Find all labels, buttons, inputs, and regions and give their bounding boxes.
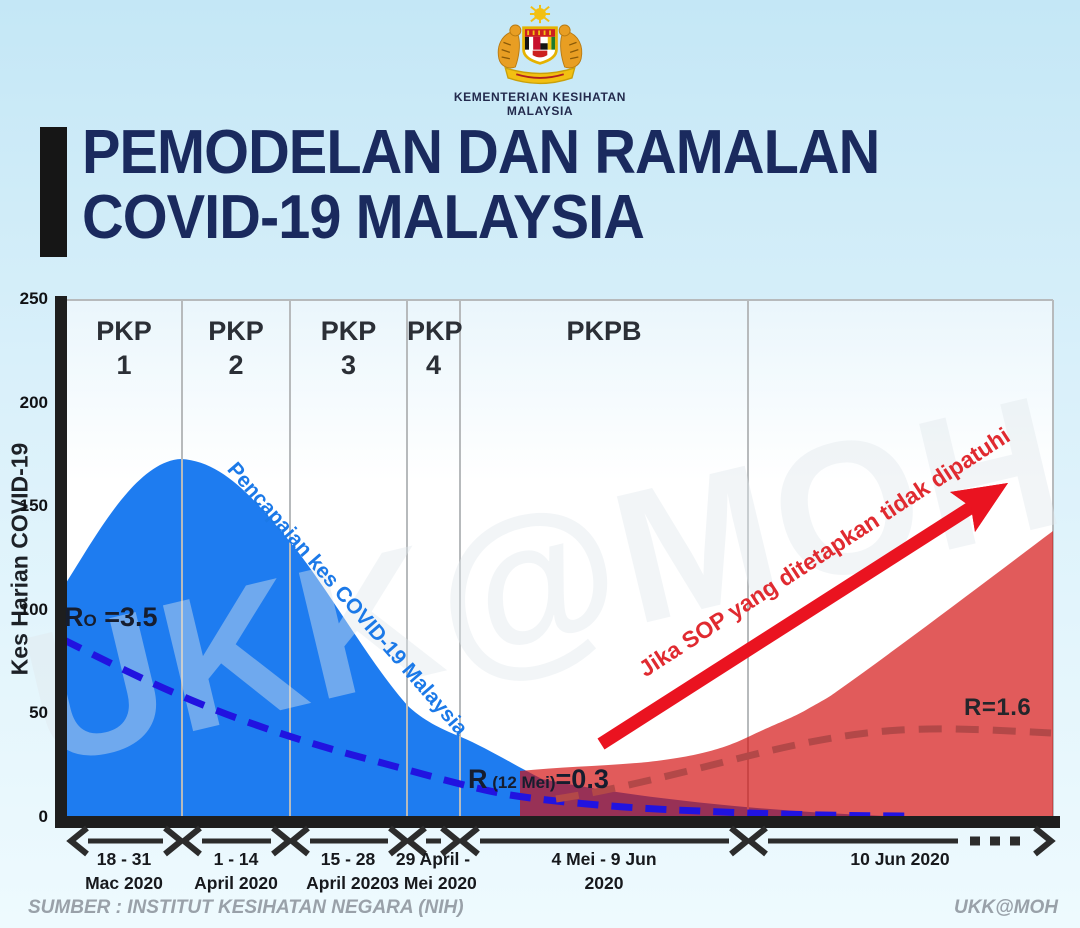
r16-dashed-line (555, 725, 1052, 803)
page-title: PEMODELAN DAN RAMALAN COVID-19 MALAYSIA (82, 118, 880, 252)
source-credit: SUMBER : INSTITUT KESIHATAN NEGARA (NIH) (28, 897, 464, 918)
phase-band-pkp2: PKP 2 (182, 314, 290, 382)
sun-icon (534, 8, 546, 20)
projection-area (520, 531, 1053, 817)
phase-label: PKP (208, 316, 264, 346)
y-axis-title: Kes Harian COVID-19 (6, 442, 33, 676)
date-line2: April 2020 (194, 873, 278, 893)
phase-band-pkp1: PKP 1 (66, 314, 182, 382)
r0-value: =3.5 (96, 602, 158, 632)
title-accent-bar (40, 127, 67, 257)
date-line1: 4 Mei - 9 Jun (551, 849, 657, 869)
warning-arrow-icon (597, 483, 1008, 750)
y-tick-50: 50 (29, 703, 48, 722)
date-line2: 3 Mei 2020 (389, 873, 477, 893)
r-12mei-annotation: R (12 Mei)=0.3 (468, 764, 609, 795)
r-date-subscript: (12 Mei) (487, 773, 556, 792)
phase-label: PKP (320, 316, 377, 346)
y-tick-150: 150 (19, 496, 48, 515)
date-range-5: 4 Mei - 9 Jun 2020 (504, 847, 704, 895)
timeline-arrows (66, 825, 1056, 857)
ministry-name: KEMENTERIAN KESIHATAN MALAYSIA (0, 90, 1080, 118)
date-range-2: 1 - 14 April 2020 (161, 847, 311, 895)
actual-cases-area (66, 459, 912, 817)
date-line2: 2020 (584, 873, 624, 893)
tiger-left-icon (497, 24, 522, 69)
date-line1: 10 Jun 2020 (850, 849, 950, 869)
tiger-right-icon (558, 24, 583, 69)
date-range-3: 15 - 28 April 2020 (273, 847, 423, 895)
y-tick-250: 250 (19, 289, 48, 308)
title-line2: COVID-19 MALAYSIA (82, 183, 645, 252)
date-line1: 18 - 31 (96, 849, 152, 869)
phase-label: PKPB (566, 316, 642, 346)
r-symbol: R (468, 764, 488, 794)
date-line1: 1 - 14 (213, 849, 259, 869)
r0-annotation: RO =3.5 (64, 602, 158, 633)
x-axis-bar (55, 816, 1060, 828)
shield-icon (522, 26, 558, 65)
phase-label: PKP (407, 316, 463, 346)
r0-symbol: R (64, 602, 84, 632)
date-line1: 15 - 28 (320, 849, 376, 869)
date-range-1: 18 - 31 Mac 2020 (49, 847, 199, 895)
r-value: =0.3 (555, 764, 609, 794)
r16-annotation: R=1.6 (964, 694, 1032, 721)
moh-crest-logo (497, 4, 583, 85)
phase-number: 1 (116, 350, 132, 380)
banner-ribbon-icon (504, 66, 576, 85)
date-line2: Mac 2020 (85, 873, 163, 893)
title-line1: PEMODELAN DAN RAMALAN (82, 118, 880, 187)
r0-dashed-line (60, 635, 911, 820)
y-axis-bar (55, 296, 67, 828)
date-range-4: 29 April - 3 Mei 2020 (358, 847, 508, 895)
ministry-line2: MALAYSIA (506, 104, 574, 118)
date-line1: 29 April - (395, 849, 471, 869)
ministry-line1: KEMENTERIAN KESIHATAN (453, 90, 627, 104)
phase-number: 4 (425, 350, 442, 380)
phase-label: PKP (96, 316, 152, 346)
y-tick-100: 100 (19, 600, 48, 619)
ukk-moh-credit: UKK@MOH (953, 897, 1058, 918)
phase-number: 3 (340, 350, 357, 380)
y-tick-200: 200 (19, 393, 48, 412)
r0-subscript: O (83, 611, 97, 630)
y-tick-0: 0 (38, 807, 48, 826)
date-line2: April 2020 (306, 873, 390, 893)
phase-band-pkp4: PKP 4 (407, 314, 463, 382)
phase-band-pkpb: PKPB (460, 314, 748, 348)
date-range-6: 10 Jun 2020 (800, 847, 1000, 871)
phase-number: 2 (228, 350, 244, 380)
phase-band-pkp3: PKP 3 (290, 314, 407, 382)
